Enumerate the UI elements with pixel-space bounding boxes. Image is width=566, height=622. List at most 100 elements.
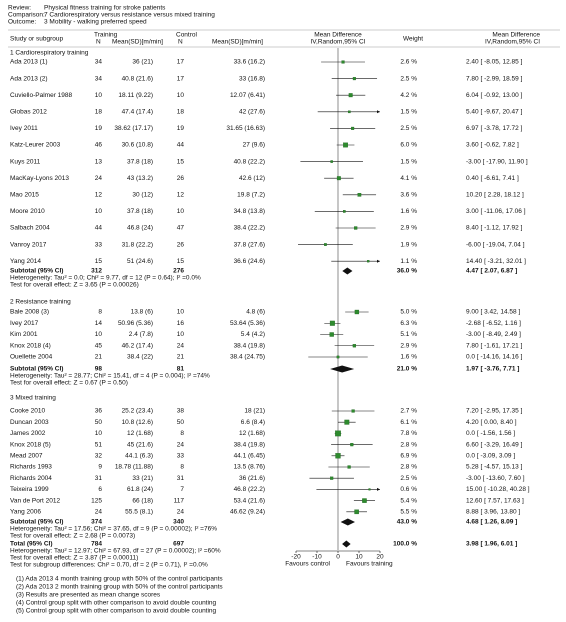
- col-control: Control: [176, 32, 198, 39]
- n-control: 44: [177, 142, 185, 149]
- mean-training: 44.1 (6.3): [125, 453, 153, 460]
- footnote: (5) Control group split with other compa…: [16, 608, 217, 615]
- review: Physical fitness training for stroke pat…: [44, 5, 166, 12]
- point-estimate: [352, 344, 357, 348]
- review-label: Review:: [8, 5, 31, 12]
- mean-control: 12.07 (6.41): [230, 92, 265, 99]
- point-estimate: [342, 210, 346, 213]
- n-training: 12: [95, 192, 103, 199]
- weight: 6.1 %: [400, 419, 417, 426]
- overall-effect: Test for overall effect: Z = 3.65 (P = 0…: [10, 282, 139, 289]
- ci-label: 2.40 [ -8.05, 12.85 ]: [466, 59, 523, 66]
- point-estimate: [343, 142, 348, 148]
- col-study: Study or subgroup: [10, 36, 64, 43]
- n-control: 21: [177, 354, 185, 361]
- n-control: 12: [177, 192, 185, 199]
- weight: 21.0 %: [397, 366, 417, 373]
- ci-label: 6.97 [ -3.78, 17.72 ]: [466, 125, 523, 132]
- ci-label: 0.0 [ -14.16, 14.16 ]: [466, 354, 523, 361]
- ci-label: 3.98 [ 1.96, 6.01 ]: [466, 541, 517, 548]
- ci-label: 0.0 [ -3.09, 3.09 ]: [466, 453, 515, 460]
- n-training: 10: [95, 430, 103, 437]
- study-name: Kim 2001: [10, 331, 38, 338]
- col-n: N: [96, 39, 101, 46]
- mean-control: 6.6 (8.4): [241, 419, 265, 426]
- col-n: N: [178, 39, 183, 46]
- overall-effect: Test for overall effect: Z = 3.87 (P = 0…: [10, 555, 138, 562]
- mean-control: 53.4 (21.6): [234, 497, 265, 504]
- weight: 4.1 %: [400, 175, 417, 182]
- n-control: 276: [173, 268, 184, 275]
- mean-control: 38.4 (19.8): [234, 441, 265, 448]
- mean-training: 47.4 (17.4): [122, 109, 153, 116]
- ci-label: 9.00 [ 3.42, 14.58 ]: [466, 309, 520, 316]
- point-estimate: [347, 465, 351, 469]
- n-training: 51: [95, 441, 103, 448]
- n-training: 10: [95, 331, 103, 338]
- ci-label: 7.20 [ -2.95, 17.35 ]: [466, 408, 523, 415]
- ci-label: 15.00 [ -10.28, 40.28 ]: [466, 486, 530, 493]
- mean-control: 42.6 (12): [239, 175, 265, 182]
- ci-arrow: [377, 259, 380, 263]
- ci-label: 4.47 [ 2.07, 6.87 ]: [466, 268, 517, 275]
- ci-label: 0.40 [ -6.61, 7.41 ]: [466, 175, 519, 182]
- ci-label: -3.00 [ -13.60, 7.60 ]: [466, 475, 525, 482]
- mean-training: 38.62 (17.17): [114, 125, 153, 132]
- point-estimate: [357, 192, 362, 197]
- n-training: 18: [95, 109, 103, 116]
- study-name: Moore 2010: [10, 208, 45, 215]
- weight: 6.9 %: [400, 453, 417, 460]
- n-control: 18: [177, 109, 185, 116]
- study-name: Ada 2013 (1): [10, 59, 48, 66]
- study-name: Ouellette 2004: [10, 354, 53, 361]
- subtotal-label: Subtotal (95% CI): [10, 366, 63, 373]
- n-control: 31: [177, 475, 185, 482]
- point-estimate: [341, 60, 345, 64]
- subtotal-label: Total (95% CI): [10, 541, 53, 548]
- n-control: 697: [173, 541, 184, 548]
- n-training: 312: [91, 268, 102, 275]
- weight: 1.9 %: [400, 241, 417, 248]
- weight: 2.8 %: [400, 441, 417, 448]
- ci-label: 6.60 [ -3.29, 16.49 ]: [466, 441, 523, 448]
- overall-effect: Test for overall effect: Z = 0.67 (P = 0…: [10, 380, 128, 387]
- n-control: 8: [180, 464, 184, 471]
- n-control: 10: [177, 92, 185, 99]
- heterogeneity: Heterogeneity: Tau² = 0.0; Chi² = 9.77, …: [10, 275, 201, 282]
- overall-effect: Test for overall effect: Z = 2.68 (P = 0…: [10, 533, 135, 540]
- n-training: 34: [95, 59, 103, 66]
- ci-label: -6.00 [ -19.04, 7.04 ]: [466, 241, 525, 248]
- mean-training: 13.8 (6): [131, 309, 153, 316]
- n-training: 125: [91, 497, 102, 504]
- point-estimate: [335, 430, 341, 437]
- mean-training: 12 (1.68): [127, 430, 153, 437]
- mean-control: 44.1 (6.45): [234, 453, 265, 460]
- point-estimate: [329, 320, 335, 326]
- study-name: Katz-Leurer 2003: [10, 142, 61, 149]
- point-estimate: [352, 77, 356, 81]
- n-control: 10: [177, 331, 185, 338]
- mean-control: 13.5 (8.76): [234, 464, 265, 471]
- ci-label: 0.0 [ -1.56, 1.56 ]: [466, 430, 515, 437]
- n-training: 45: [95, 342, 103, 349]
- col-md: Mean Difference: [492, 32, 540, 39]
- subgroup-differences: Test for subgroup differences: Chi² = 0.…: [10, 562, 208, 569]
- weight: 6.3 %: [400, 320, 417, 327]
- pooled-diamond: [342, 540, 351, 548]
- mean-training: 30.6 (10.8): [122, 142, 153, 149]
- group-title: 1 Cardiorespiratory training: [10, 50, 89, 57]
- n-control: 16: [177, 320, 185, 327]
- n-training: 98: [95, 366, 103, 373]
- mean-control: 27 (9.6): [243, 142, 265, 149]
- col-weight: Weight: [403, 36, 423, 43]
- mean-control: 33.6 (16.2): [234, 59, 265, 66]
- weight: 2.7 %: [400, 408, 417, 415]
- study-name: Salbach 2004: [10, 225, 50, 232]
- n-control: 17: [177, 75, 185, 82]
- ci-arrow: [377, 487, 380, 491]
- n-training: 33: [95, 241, 103, 248]
- outcome: 3 Mobility - walking preferred speed: [44, 19, 147, 26]
- weight: 2.5 %: [400, 75, 417, 82]
- weight: 2.6 %: [400, 59, 417, 66]
